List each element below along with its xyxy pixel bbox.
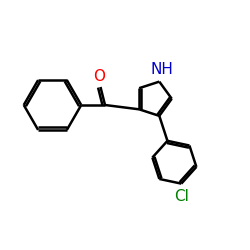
Text: O: O <box>93 69 105 84</box>
Text: Cl: Cl <box>174 189 189 204</box>
Text: NH: NH <box>150 62 173 77</box>
